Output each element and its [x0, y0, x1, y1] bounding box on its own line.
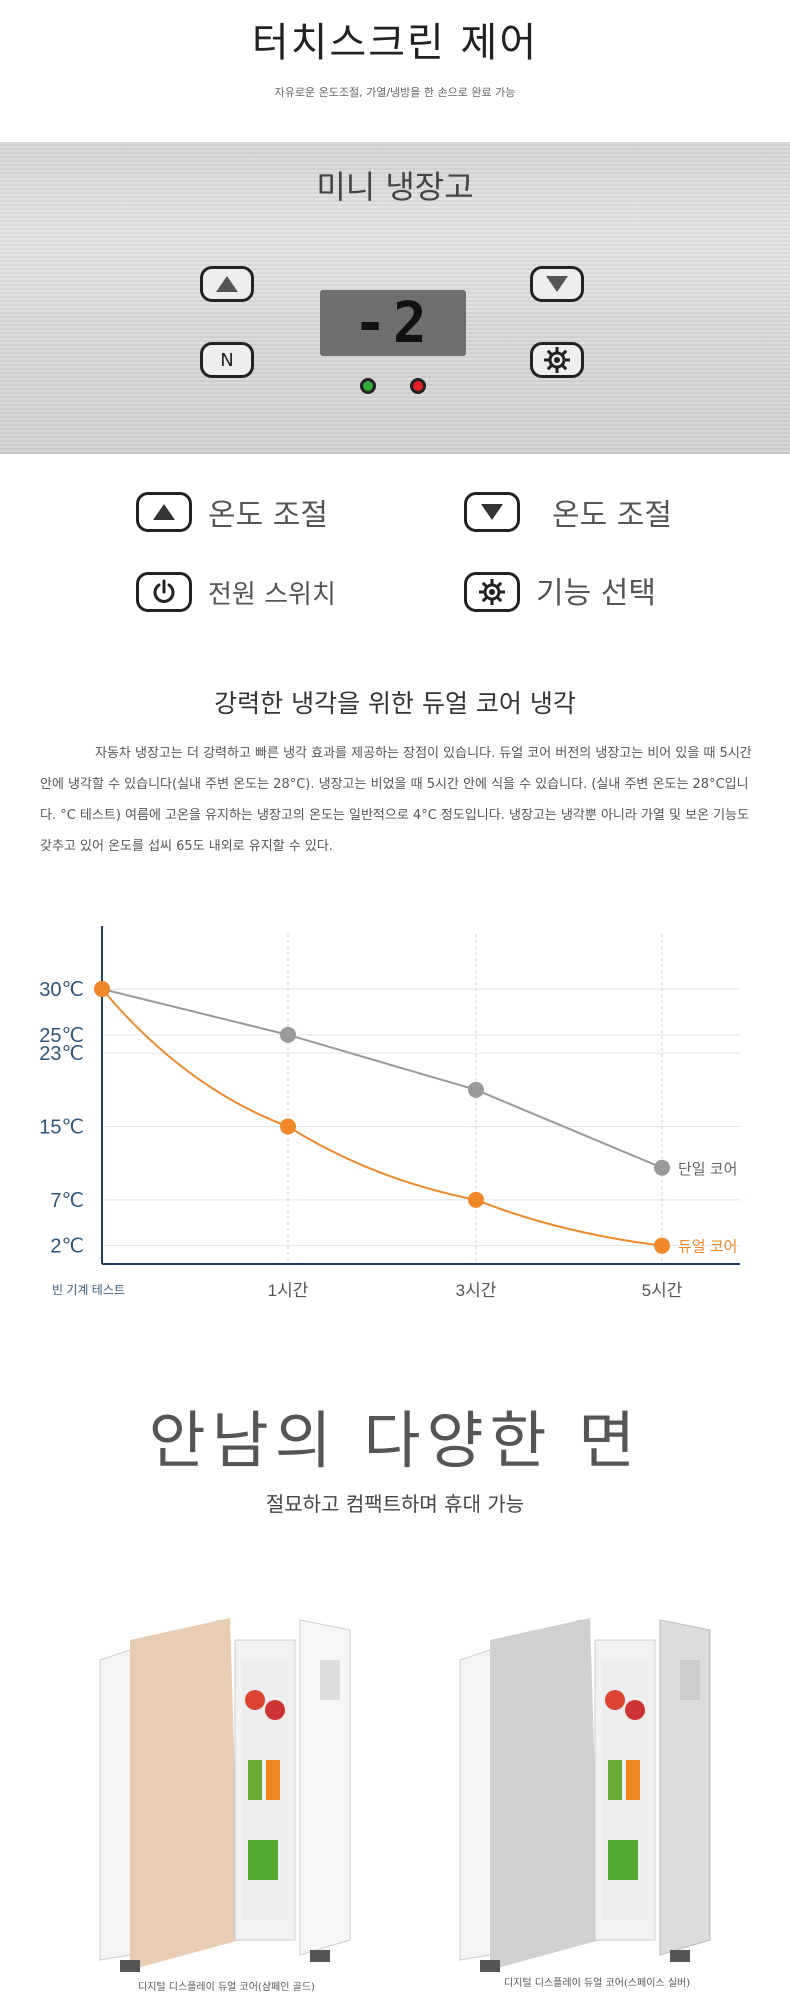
legend-up-button [136, 492, 192, 532]
series-label: 단일 코어 [678, 1161, 737, 1178]
control-panel: 미니 냉장고 N -2 [0, 142, 790, 454]
temperature-display: -2 [320, 290, 466, 356]
y-tick-label: 7℃ [50, 1190, 84, 1212]
gear-icon [479, 579, 505, 605]
panel-title: 미니 냉장고 [316, 168, 474, 206]
series-line [101, 988, 663, 1169]
x-axis-label: 빈 기계 테스트 [52, 1283, 125, 1297]
legend-up-label: 온도 조절 [208, 498, 328, 533]
x-tick-label: 3시간 [456, 1281, 497, 1300]
power-icon [153, 579, 175, 603]
triangle-up-icon [153, 504, 175, 520]
legend-down-button [464, 492, 520, 532]
red-led-icon [410, 378, 426, 394]
product-fridge-gold [99, 1618, 351, 1972]
series-label: 듀얼 코어 [678, 1239, 737, 1256]
triangle-down-icon [546, 276, 568, 292]
page-title: 터치스크린 제어 [251, 20, 539, 66]
y-tick-label: 30℃ [39, 979, 84, 1001]
product-caption-gold: 디지털 디스플레이 듀얼 코어(샴페인 골드) [138, 1982, 315, 1993]
x-tick-label: 5시간 [642, 1281, 683, 1300]
data-point [654, 1237, 670, 1254]
y-tick-label: 15℃ [39, 1117, 84, 1139]
legend-function-button [464, 572, 520, 612]
data-point [280, 1118, 296, 1135]
y-tick-label: 25℃ [39, 1025, 84, 1047]
n-button[interactable]: N [200, 342, 254, 378]
y-tick-label: 2℃ [50, 1236, 84, 1258]
product-caption-silver: 디지털 디스플레이 듀얼 코어(스페이스 실버) [504, 1978, 691, 1989]
page-subtitle: 자유로운 온도조절, 가열/냉방을 한 손으로 완료 가능 [274, 86, 516, 99]
cooling-chart: 30℃ 25℃23℃ 15℃ 7℃ 2℃ 1시간 3시간 5시간 빈 기계 테스트 단일 코어듀얼… [39, 926, 740, 1300]
triangle-up-icon [216, 276, 238, 292]
cooling-heading: 강력한 냉각을 위한 듀얼 코어 냉각 [214, 689, 576, 718]
triangle-down-icon [481, 504, 503, 520]
gear-icon [544, 347, 570, 373]
cooling-paragraph: 자동차 냉장고는 더 강력하고 빠른 냉각 효과를 제공하는 장점이 있습니다.… [40, 746, 752, 854]
green-led-icon [360, 378, 376, 394]
legend-down-label: 온도 조절 [552, 498, 672, 533]
variety-tagline: 절묘하고 컴팩트하며 휴대 가능 [265, 1492, 525, 1516]
legend-power-button [136, 572, 192, 612]
series-line [101, 988, 663, 1247]
legend-power-label: 전원 스위치 [208, 580, 336, 610]
data-point [280, 1026, 296, 1043]
variety-heading: 안남의 다양한 면 [148, 1404, 642, 1477]
product-fridge-silver [459, 1618, 711, 1972]
temp-down-button[interactable] [530, 266, 584, 302]
y-tick-label: 23℃ [39, 1043, 84, 1065]
legend-function-label: 기능 선택 [536, 576, 656, 611]
data-point [468, 1191, 484, 1208]
data-point [468, 1081, 484, 1098]
data-point [654, 1159, 670, 1176]
function-button[interactable] [530, 342, 584, 378]
data-point [94, 981, 110, 997]
x-tick-label: 1시간 [268, 1281, 309, 1300]
temp-up-button[interactable] [200, 266, 254, 302]
